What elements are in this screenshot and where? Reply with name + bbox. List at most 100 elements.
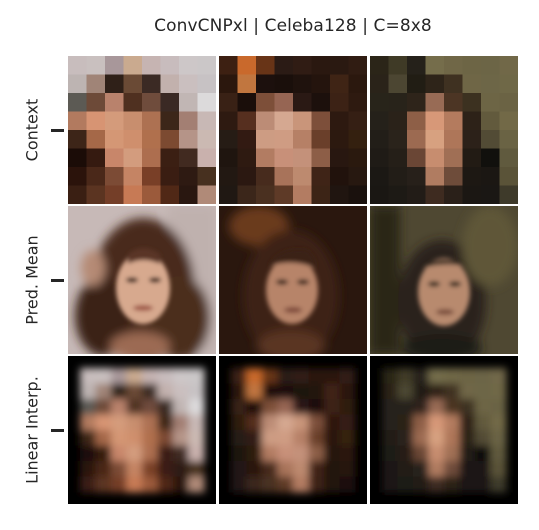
interp-pixel <box>188 430 205 447</box>
interp-pixel <box>173 476 190 493</box>
context-pixel <box>311 56 331 75</box>
context-pixel <box>105 130 124 149</box>
interp-pixel <box>231 399 248 416</box>
interp-pixel <box>397 414 414 431</box>
context-pixel <box>105 167 124 186</box>
context-pixel <box>348 148 367 168</box>
interp-pixel <box>262 461 279 478</box>
context-pixel <box>330 148 349 168</box>
context-pixel <box>256 148 275 168</box>
interp-pixel <box>490 476 507 493</box>
context-pixel <box>330 167 349 186</box>
interp-pixel <box>188 476 205 493</box>
interp-pixel <box>490 461 507 478</box>
pred-mean-image-3 <box>370 206 518 354</box>
interp-pixel <box>444 399 461 416</box>
context-pixel <box>237 185 257 204</box>
interp-pixel <box>413 445 430 462</box>
interp-pixel <box>277 399 294 416</box>
interp-pixel <box>231 383 248 400</box>
interp-pixel <box>142 445 159 462</box>
context-pixel <box>499 111 518 131</box>
interp-pixel <box>382 368 399 385</box>
context-pixel <box>105 56 124 75</box>
interp-pixel <box>444 414 461 431</box>
interp-pixel <box>339 445 356 462</box>
interp-pixel <box>277 445 294 462</box>
interp-pixel <box>95 383 112 400</box>
context-pixel <box>370 111 389 131</box>
interp-pixel <box>293 476 310 493</box>
interp-pixel <box>231 461 248 478</box>
interp-pixel <box>382 399 399 416</box>
interp-pixel <box>173 430 190 447</box>
interp-pixel <box>277 383 294 400</box>
interp-pixel <box>428 476 445 493</box>
interp-pixel <box>231 476 248 493</box>
interp-pixel <box>111 368 128 385</box>
context-pixel <box>348 93 367 112</box>
context-pixel <box>256 93 275 112</box>
context-pixel <box>388 185 408 204</box>
context-pixel <box>444 93 463 112</box>
interp-pixel <box>277 430 294 447</box>
interp-pixel <box>262 414 279 431</box>
context-pixel <box>481 74 500 94</box>
context-pixel <box>197 130 216 149</box>
context-pixel <box>123 185 143 204</box>
interp-pixel <box>95 430 112 447</box>
context-pixel <box>425 93 445 112</box>
context-pixel <box>462 130 482 149</box>
interp-pixel <box>231 445 248 462</box>
context-pixel <box>370 167 389 186</box>
context-pixel <box>160 185 180 204</box>
interp-pixel <box>80 399 97 416</box>
context-pixel <box>311 130 331 149</box>
interp-pixel <box>157 414 174 431</box>
interp-pixel <box>324 445 341 462</box>
interp-pixel <box>308 383 325 400</box>
interp-pixel <box>95 445 112 462</box>
interp-pixel <box>142 461 159 478</box>
context-pixel <box>311 111 331 131</box>
interp-pixel <box>324 414 341 431</box>
interp-pixel <box>246 368 263 385</box>
context-pixel <box>256 167 275 186</box>
context-pixel <box>142 93 161 112</box>
interp-pixel <box>475 368 492 385</box>
context-pixel <box>370 130 389 149</box>
context-pixel <box>444 130 463 149</box>
context-pixels-3 <box>370 56 518 204</box>
interp-pixel <box>173 368 190 385</box>
interp-pixel <box>339 399 356 416</box>
interp-pixel <box>397 430 414 447</box>
interp-pixel <box>397 461 414 478</box>
interp-pixel <box>231 368 248 385</box>
context-pixel <box>219 185 238 204</box>
context-pixel <box>142 56 161 75</box>
context-pixel <box>444 167 463 186</box>
context-pixel <box>179 93 198 112</box>
interp-pixel <box>188 445 205 462</box>
context-pixel <box>407 56 426 75</box>
linear-interp-image-3 <box>370 356 518 504</box>
context-pixel <box>160 148 180 168</box>
context-image-1 <box>68 56 216 204</box>
context-pixel <box>370 185 389 204</box>
context-pixel <box>499 148 518 168</box>
interp-pixel <box>231 430 248 447</box>
context-pixel <box>179 167 198 186</box>
context-pixel <box>388 56 408 75</box>
interp-pixel <box>262 430 279 447</box>
interp-pixel <box>95 476 112 493</box>
context-pixel <box>444 148 463 168</box>
interp-pixel <box>428 414 445 431</box>
interp-pixel <box>459 430 476 447</box>
interp-pixel <box>126 399 143 416</box>
interp-pixel <box>490 445 507 462</box>
context-pixel <box>407 74 426 94</box>
context-pixel <box>123 148 143 168</box>
context-pixel <box>293 111 312 131</box>
interp-pixel <box>142 414 159 431</box>
interp-pixel <box>157 383 174 400</box>
